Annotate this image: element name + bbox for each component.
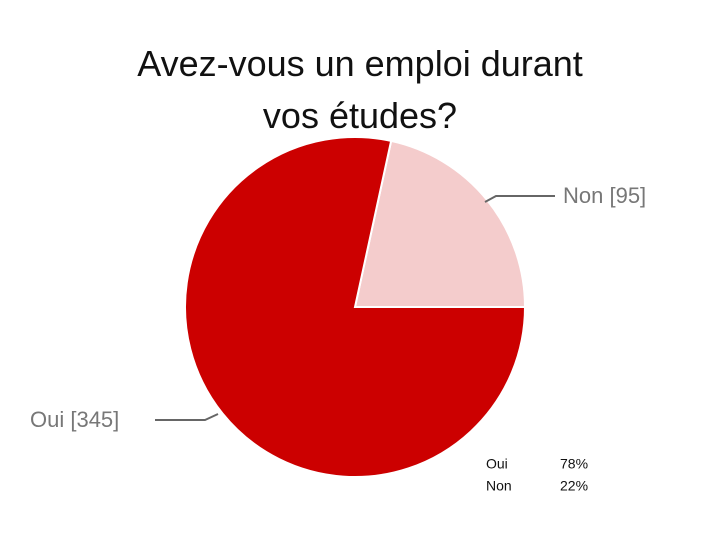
table-cell: 78%	[560, 456, 588, 472]
slice-label: Non [95]	[563, 183, 646, 208]
table-cell: 22%	[560, 478, 588, 494]
pie-slice	[184, 136, 527, 478]
table-cell: Non	[486, 478, 512, 494]
table-cell: Oui	[486, 456, 508, 472]
slice-label: Oui [345]	[30, 407, 119, 432]
chart-title: Avez-vous un emploi durant vos études?	[137, 43, 583, 136]
leader-line	[155, 413, 219, 421]
leader-line	[484, 195, 555, 203]
